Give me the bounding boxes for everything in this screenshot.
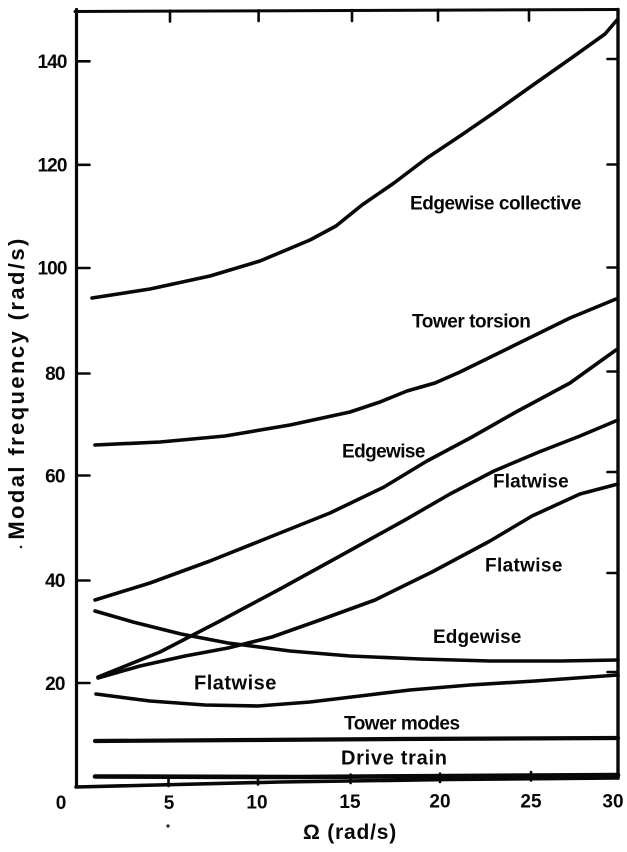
- svg-text:Ω (rad/s): Ω (rad/s): [303, 821, 397, 844]
- svg-text:25: 25: [520, 792, 542, 813]
- svg-text:30: 30: [602, 792, 623, 813]
- svg-text:80: 80: [45, 364, 65, 385]
- svg-text:Tower torsion: Tower torsion: [412, 312, 530, 333]
- svg-text:100: 100: [37, 259, 66, 280]
- svg-text:Edgewise: Edgewise: [342, 441, 425, 462]
- svg-text:5: 5: [164, 793, 175, 814]
- svg-text:60: 60: [45, 467, 65, 488]
- svg-text:10: 10: [246, 793, 267, 814]
- svg-text:Flatwise: Flatwise: [194, 673, 277, 695]
- svg-text:0: 0: [56, 793, 67, 814]
- svg-text:15: 15: [339, 792, 361, 813]
- svg-text:Drive train: Drive train: [341, 748, 448, 770]
- svg-text:20: 20: [429, 792, 450, 813]
- svg-text:40: 40: [45, 571, 65, 592]
- svg-text:Tower modes: Tower modes: [344, 714, 460, 735]
- svg-text:Edgewise: Edgewise: [433, 627, 521, 648]
- svg-text:Flatwise: Flatwise: [493, 472, 569, 493]
- svg-text:140: 140: [37, 52, 66, 73]
- svg-text:Flatwise: Flatwise: [485, 556, 563, 577]
- svg-text:Edgewise collective: Edgewise collective: [410, 194, 581, 215]
- svg-text:20: 20: [45, 674, 65, 695]
- svg-text:Modal frequency (rad/s): Modal frequency (rad/s): [4, 236, 29, 539]
- svg-text:120: 120: [37, 156, 66, 177]
